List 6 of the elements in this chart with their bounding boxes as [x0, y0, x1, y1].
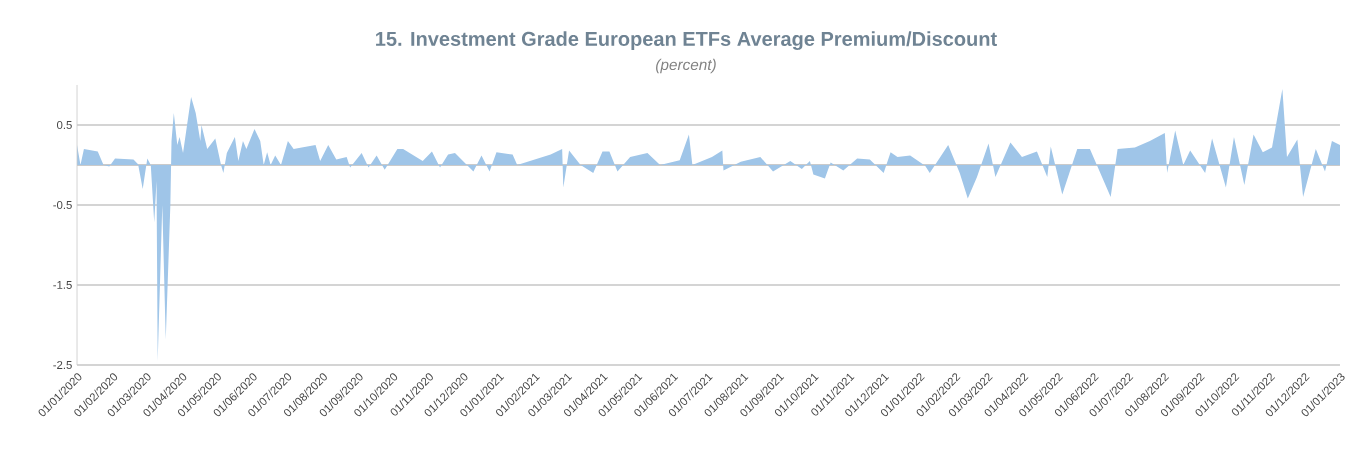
y-tick-label: 0.5 — [56, 120, 72, 129]
y-tick-label: -2.5 — [53, 360, 72, 369]
chart-title: 15. Investment Grade European ETFs Average Premium/Discount — [376, 31, 997, 51]
chart-subtitle: (percent) — [656, 58, 716, 74]
y-tick-label: -1.5 — [53, 281, 72, 289]
y-tick-label: -0.5 — [53, 200, 72, 209]
